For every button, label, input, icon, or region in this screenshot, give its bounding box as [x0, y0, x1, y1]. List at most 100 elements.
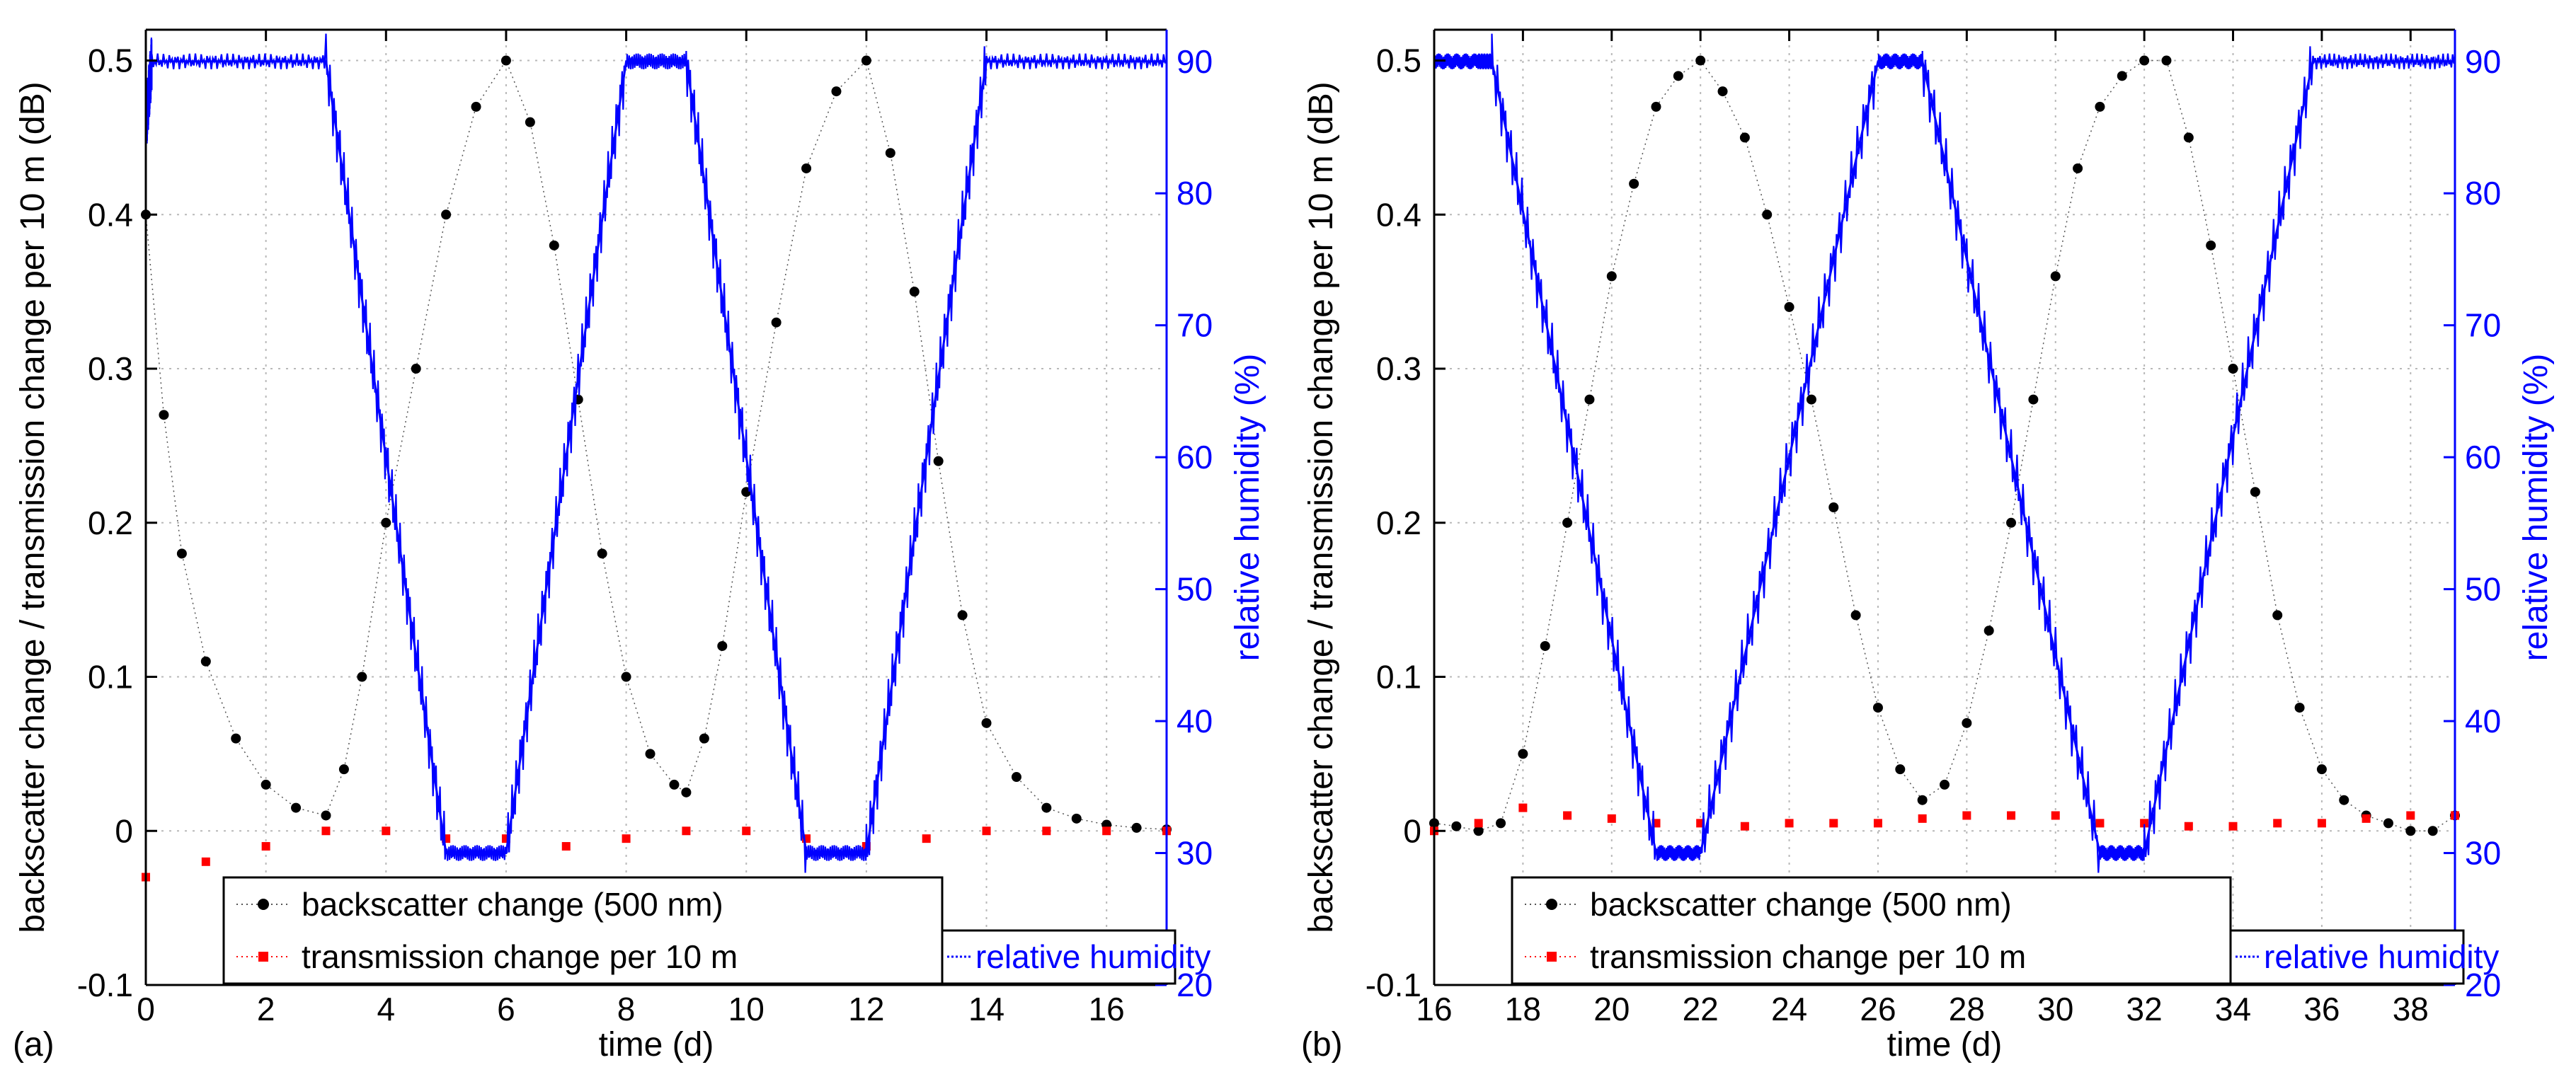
y2-tick-label: 20: [1177, 967, 1213, 1003]
transmission-point: [982, 826, 991, 836]
backscatter-point: [1562, 517, 1573, 528]
x-axis-title: time (d): [599, 1026, 714, 1064]
y2-tick-label: 50: [1177, 571, 1213, 608]
backscatter-point: [2206, 240, 2216, 250]
transmission-point: [321, 826, 331, 836]
legend-label-transmission: transmission change per 10 m: [302, 938, 738, 975]
backscatter-point: [681, 787, 692, 797]
backscatter-point: [159, 410, 169, 420]
backscatter-point: [200, 656, 211, 667]
backscatter-point: [1451, 821, 1462, 831]
backscatter-point: [549, 240, 559, 250]
backscatter-point: [1872, 703, 1883, 713]
backscatter-point: [1673, 71, 1683, 81]
y-tick-label: 0.1: [1376, 659, 1421, 696]
backscatter-point: [621, 672, 631, 682]
transmission-point: [1829, 819, 1838, 828]
y2-axis-title: relative humidity (%): [2517, 354, 2555, 662]
legend: backscatter change (500 nm) transmission …: [1511, 876, 2499, 985]
backscatter-point: [2028, 394, 2039, 405]
x-tick-label: 12: [848, 991, 884, 1027]
backscatter-point: [1828, 502, 1839, 512]
series-dots: [141, 55, 1172, 835]
y2-tick-label: 30: [1177, 835, 1213, 872]
backscatter-point: [885, 148, 895, 159]
y-tick-label: 0.3: [1376, 350, 1421, 387]
x-tick-label: 4: [377, 991, 395, 1027]
backscatter-point: [699, 733, 709, 744]
legend-label-humidity: relative humidity: [975, 938, 1210, 975]
y-tick-label: 0.5: [1376, 42, 1421, 79]
transmission-point: [1563, 811, 1572, 820]
backscatter-point: [291, 802, 302, 813]
transmission-point: [682, 826, 691, 836]
transmission-point: [201, 857, 210, 866]
y2-tick-label: 40: [1177, 703, 1213, 739]
backscatter-point: [1739, 132, 1750, 143]
chart-panel-a: 0 2 4 6 8 10 12 14 16-0.100.10.20.30.40.52030405…: [13, 28, 1266, 1064]
transmission-point: [2406, 811, 2415, 820]
y2-tick-label: 70: [1177, 307, 1213, 344]
transmission-point: [1873, 819, 1882, 828]
backscatter-point: [957, 610, 968, 621]
backscatter-point: [1850, 610, 1861, 621]
x-tick-label: 30: [2037, 991, 2073, 1027]
transmission-point: [1518, 803, 1528, 812]
backscatter-point: [176, 548, 187, 559]
y-tick-label: 0.4: [88, 196, 133, 233]
transmission-point: [1042, 826, 1051, 836]
x-tick-label: 0: [137, 991, 155, 1027]
transmission-point: [1918, 814, 1927, 823]
transmission-point: [261, 842, 270, 851]
backscatter-point: [981, 718, 992, 728]
x-tick-label: 14: [968, 991, 1004, 1027]
backscatter-point: [669, 779, 680, 790]
backscatter-point: [1784, 301, 1794, 312]
backscatter-point: [2006, 517, 2017, 528]
backscatter-point: [801, 163, 812, 173]
y2-tick-label: 80: [2465, 175, 2501, 212]
transmission-point: [742, 826, 751, 836]
x-tick-label: 34: [2215, 991, 2251, 1027]
series-line: [144, 33, 1167, 873]
backscatter-point: [1629, 178, 1639, 189]
transmission-point: [2362, 814, 2371, 823]
backscatter-point: [381, 517, 391, 528]
x-tick-label: 24: [1771, 991, 1807, 1027]
backscatter-point: [500, 55, 511, 66]
backscatter-point: [525, 117, 535, 127]
backscatter-point: [1895, 764, 1906, 775]
backscatter-point: [261, 779, 271, 790]
backscatter-point: [1041, 802, 1052, 813]
backscatter-point: [2383, 818, 2393, 829]
x-tick-label: 26: [1860, 991, 1896, 1027]
panel-label: (b): [1301, 1026, 1343, 1064]
transmission-point: [382, 826, 391, 836]
x-axis-title: time (d): [1887, 1026, 2003, 1064]
backscatter-point: [2183, 132, 2194, 143]
legend-marker-transmission: [258, 952, 268, 962]
x-tick-label: 18: [1505, 991, 1541, 1027]
y-axis-title: backscatter change / transmission change…: [14, 81, 52, 933]
x-tick-label: 22: [1683, 991, 1719, 1027]
y2-tick-label: 60: [1177, 439, 1213, 476]
backscatter-point: [2050, 271, 2061, 282]
backscatter-point: [471, 101, 481, 112]
backscatter-point: [831, 86, 842, 97]
backscatter-point: [717, 640, 728, 651]
backscatter-point: [2294, 703, 2305, 713]
x-tick-label: 6: [497, 991, 515, 1027]
legend-box-humidity: [2229, 929, 2465, 985]
x-tick-label: 2: [257, 991, 275, 1027]
x-tick-label: 36: [2303, 991, 2340, 1027]
y-tick-label: -0.1: [77, 967, 133, 1003]
transmission-point: [2273, 819, 2282, 828]
backscatter-point: [411, 364, 421, 374]
series-line: [1433, 33, 2456, 873]
legend-marker-backscatter: [1546, 899, 1557, 910]
backscatter-point: [1717, 86, 1728, 97]
x-tick-label: 16: [1416, 991, 1452, 1027]
backscatter-point: [1983, 626, 1994, 636]
backscatter-point: [1762, 209, 1773, 220]
legend-box-humidity: [941, 929, 1177, 985]
